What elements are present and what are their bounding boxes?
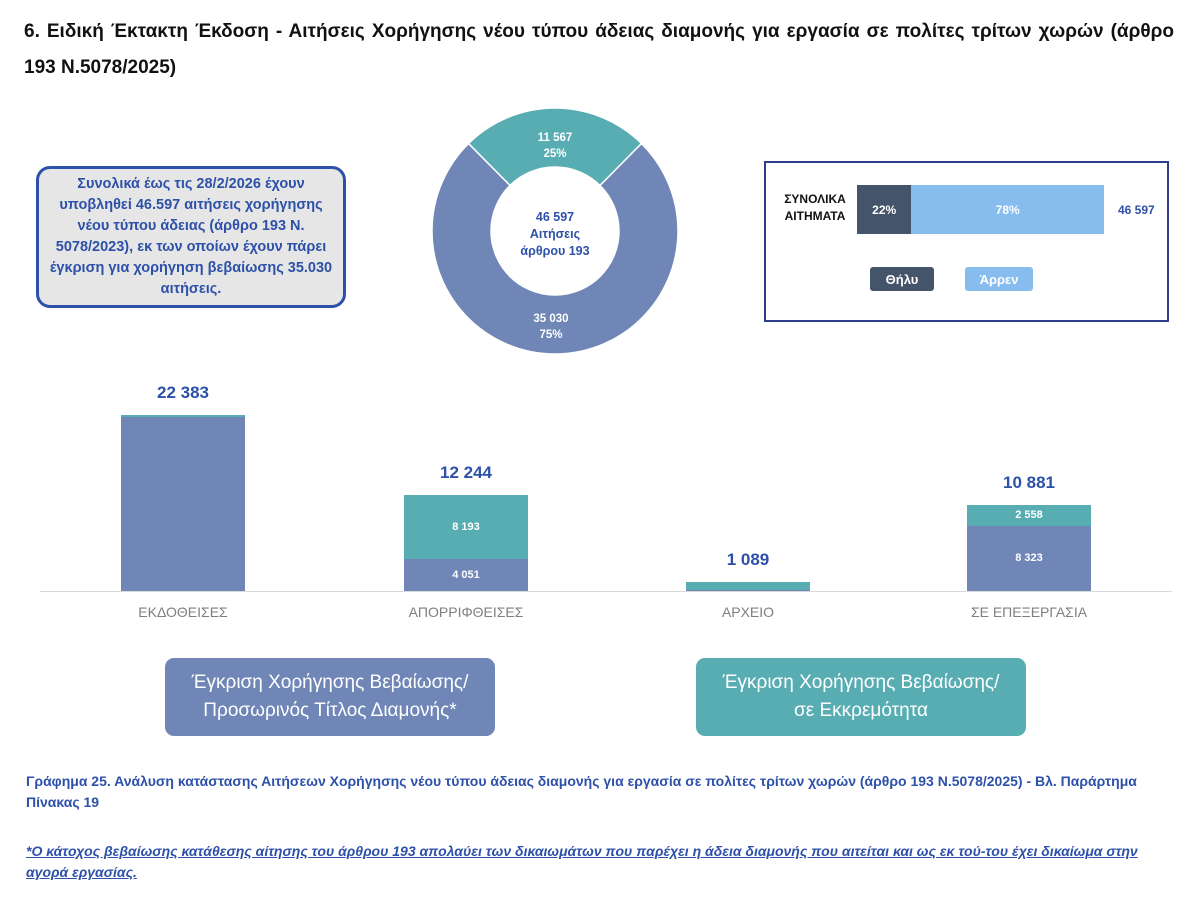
category-label: ΑΡΧΕΙΟ <box>721 604 775 620</box>
donut-label-teal: 11 567 25% <box>515 130 595 162</box>
approval-pending-line1: Έγκριση Χορήγησης Βεβαίωσης/ <box>722 672 1000 693</box>
donut-center-line2: Αιτήσεις <box>529 227 581 241</box>
bar-segment-label: 8 323 <box>1015 552 1043 565</box>
bar-segment-2-1 <box>686 582 810 591</box>
donut-center-label: 46 597 Αιτήσεις άρθρου 193 <box>495 209 615 260</box>
donut-chart <box>432 107 678 355</box>
bar-segment-label: 2 558 <box>1015 509 1043 522</box>
gender-bar-female: 22% <box>857 185 912 234</box>
bar-segment-0-0 <box>121 416 245 591</box>
x-axis <box>40 591 1172 592</box>
gender-male-pct: 78% <box>995 202 1020 217</box>
bar-segment-label: 8 193 <box>452 520 480 533</box>
donut-center-total: 46 597 <box>535 210 575 224</box>
bar-total-label: 1 089 <box>726 550 770 570</box>
donut-blue-pct: 75% <box>539 329 563 341</box>
bar-segment-3-1: 2 558 <box>967 505 1091 526</box>
legend-female-label: Θήλυ <box>885 271 919 287</box>
donut-label-blue: 35 030 75% <box>511 311 591 343</box>
summary-text: Συνολικά έως τις 28/2/2026 έχουν υποβληθ… <box>49 176 333 297</box>
bar-segment-label: 4 051 <box>452 569 480 582</box>
category-label: ΣΕ ΕΠΕΞΕΡΓΑΣΙΑ <box>970 604 1088 620</box>
donut-blue-value: 35 030 <box>533 313 569 325</box>
donut-teal-value: 11 567 <box>537 132 573 144</box>
gender-bar-male: 78% <box>911 185 1104 234</box>
summary-box: Συνολικά έως τις 28/2/2026 έχουν υποβληθ… <box>36 166 346 308</box>
bar-segment-1-1: 8 193 <box>404 494 528 560</box>
bar-segment-1-0: 4 051 <box>404 559 528 591</box>
gender-total: 46 597 <box>1118 203 1155 217</box>
approval-granted-line1: Έγκριση Χορήγησης Βεβαίωσης/ <box>191 672 469 693</box>
donut-slice-0 <box>467 107 643 187</box>
legend-female: Θήλυ <box>870 267 934 291</box>
legend-male: Άρρεν <box>965 267 1033 291</box>
figure-caption: Γράφημα 25. Ανάλυση κατάστασης Αιτήσεων … <box>26 773 1137 810</box>
bar-segment-2-0 <box>686 590 810 591</box>
bar-total-label: 10 881 <box>1003 473 1055 493</box>
gender-chart: ΣΥΝΟΛΙΚΑ ΑΙΤΗΜΑΤΑ 22% 78% 46 597 Θήλυ Άρ… <box>764 161 1169 322</box>
donut-slice-1 <box>432 142 678 355</box>
bar-segment-3-0: 8 323 <box>967 525 1091 591</box>
approval-granted-box: Έγκριση Χορήγησης Βεβαίωσης/ Προσωρινός … <box>165 658 495 736</box>
category-label: ΑΠΟΡΡΙΦΘΕΙΣΕΣ <box>408 604 524 620</box>
approval-pending-box: Έγκριση Χορήγησης Βεβαίωσης/ σε Εκκρεμότ… <box>696 658 1026 736</box>
approval-pending-line2: σε Εκκρεμότητα <box>794 700 928 721</box>
footnote: *Ο κάτοχος βεβαίωσης κατάθεσης αίτησης τ… <box>26 843 1138 880</box>
donut-center-line3: άρθρου 193 <box>520 244 590 258</box>
bar-chart: 22 383 ΕΚΔΟΘΕΙΣΕΣ 4 051 8 193 12 244 ΑΠΟΡΡΙΦΘ… <box>121 383 1091 620</box>
bar-segment-0-1 <box>121 415 245 417</box>
category-label: ΕΚΔΟΘΕΙΣΕΣ <box>138 604 228 620</box>
legend-male-label: Άρρεν <box>979 271 1019 287</box>
gender-female-pct: 22% <box>872 202 897 217</box>
gender-row-label: ΣΥΝΟΛΙΚΑ ΑΙΤΗΜΑΤΑ <box>775 191 855 225</box>
gender-row-label-line1: ΣΥΝΟΛΙΚΑ <box>784 192 846 206</box>
approval-granted-line2: Προσωρινός Τίτλος Διαμονής* <box>203 700 457 721</box>
donut-teal-pct: 25% <box>543 148 567 160</box>
bar-total-label: 22 383 <box>157 383 209 402</box>
gender-row-label-line2: ΑΙΤΗΜΑΤΑ <box>784 209 846 223</box>
bar-total-label: 12 244 <box>440 462 492 482</box>
page-title: 6. Ειδική Έκτακτη Έκδοση - Αιτήσεις Χορή… <box>24 21 1174 78</box>
